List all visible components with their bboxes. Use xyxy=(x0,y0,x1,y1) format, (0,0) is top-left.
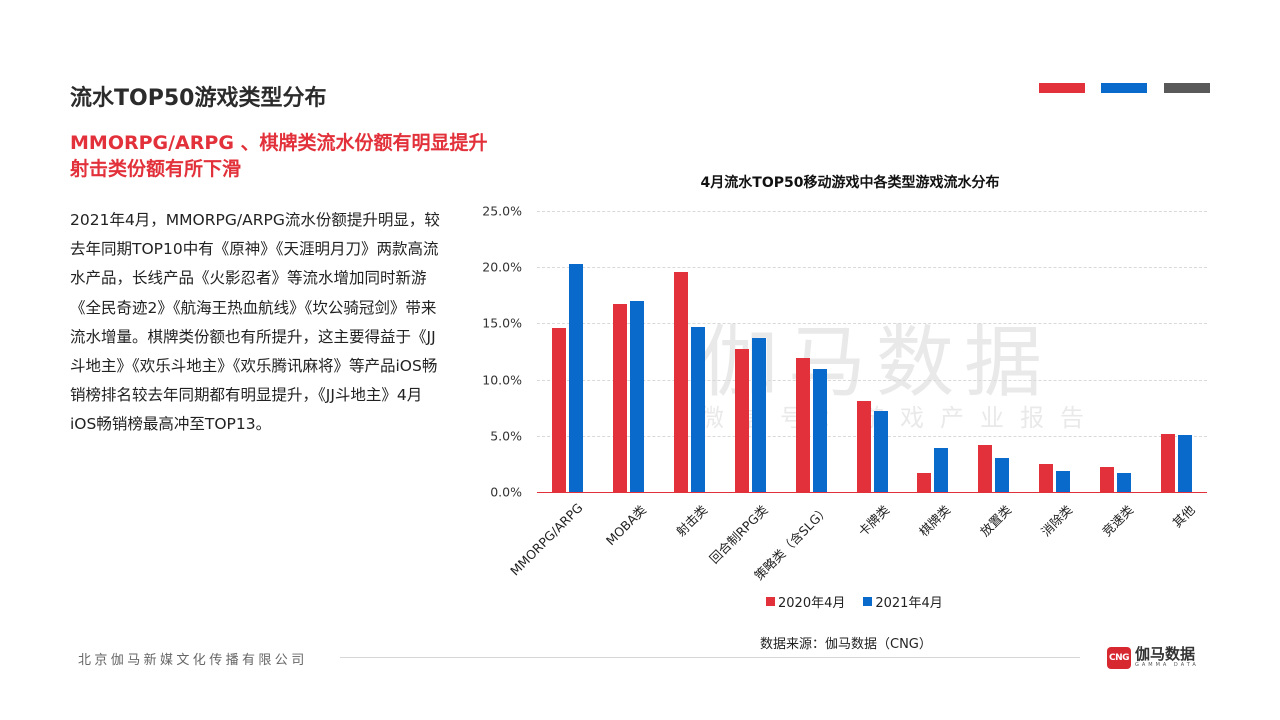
x-axis-category-label: 竞速类 xyxy=(1099,502,1137,540)
legend-swatch-blue-icon xyxy=(863,597,873,606)
x-axis-category-label: 卡牌类 xyxy=(855,502,893,540)
bar-2020 xyxy=(978,444,993,492)
gridline xyxy=(537,379,1207,381)
bar-2021 xyxy=(629,300,644,492)
bar-2020 xyxy=(856,400,871,492)
y-axis-tick-label: 0.0% xyxy=(490,484,522,500)
headline: MMORPG/ARPG 、棋牌类流水份额有明显提升 射击类份额有所下滑 xyxy=(70,130,488,182)
bar-2020 xyxy=(795,358,810,492)
x-axis-category-label: 消除类 xyxy=(1038,502,1076,540)
legend-swatch-red-icon xyxy=(766,597,775,606)
deco-bar-gray xyxy=(1164,83,1210,93)
footer-logo: CNG 伽马数据 GAMMA DATA xyxy=(1107,646,1199,669)
x-axis-category-label: MOBA类 xyxy=(602,502,650,549)
bar-2021 xyxy=(1178,434,1193,492)
bar-2021 xyxy=(1056,470,1071,492)
bar-2020 xyxy=(1039,463,1054,492)
x-axis-category-label: MMORPG/ARPG xyxy=(507,500,587,579)
legend-item-2020: 2020年4月 xyxy=(766,592,845,611)
y-axis-tick-label: 10.0% xyxy=(482,372,522,388)
y-axis-tick-label: 15.0% xyxy=(482,315,522,331)
bar-2021 xyxy=(812,369,827,492)
x-axis-category-label: 射击类 xyxy=(672,502,711,540)
bar-2020 xyxy=(1100,467,1115,492)
legend-label-2021: 2021年4月 xyxy=(875,596,943,611)
cng-logo-icon: CNG xyxy=(1107,646,1131,669)
bar-2020 xyxy=(551,327,566,492)
bar-2021 xyxy=(568,263,583,492)
bar-2020 xyxy=(917,472,932,492)
deco-bar-red xyxy=(1039,83,1085,93)
bar-chart-plot-area: 0.0% 5.0% 10.0% 15.0% 20.0% 25.0% xyxy=(482,204,1207,500)
y-axis-tick-label: 20.0% xyxy=(482,259,522,275)
headline-line-1: MMORPG/ARPG 、棋牌类流水份额有明显提升 xyxy=(70,132,488,154)
gridline xyxy=(537,267,1207,269)
bar-2020 xyxy=(673,271,688,492)
headline-line-2: 射击类份额有所下滑 xyxy=(70,158,242,180)
bar-2021 xyxy=(995,458,1010,492)
bar-2021 xyxy=(751,338,766,492)
footer-company-name: 北京伽马新媒文化传播有限公司 xyxy=(78,653,308,668)
legend-item-2021: 2021年4月 xyxy=(863,592,943,611)
bar-2020 xyxy=(612,304,627,492)
x-axis-category-label: 其他 xyxy=(1168,502,1198,531)
body-paragraph: 2021年4月，MMORPG/ARPG流水份额提升明显，较去年同期TOP10中有… xyxy=(70,211,440,434)
chart-title: 4月流水TOP50移动游戏中各类型游戏流水分布 xyxy=(700,175,1000,191)
y-axis-tick-label: 5.0% xyxy=(490,428,522,444)
gridline xyxy=(537,435,1207,437)
chart-legend: 2020年4月 2021年4月 xyxy=(766,592,943,611)
bar-2021 xyxy=(690,326,705,492)
bar-2021 xyxy=(1117,472,1132,492)
gridline xyxy=(537,323,1207,325)
legend-label-2020: 2020年4月 xyxy=(778,596,846,611)
bar-2021 xyxy=(873,411,888,492)
data-source-note: 数据来源：伽马数据（CNG） xyxy=(760,637,932,652)
x-axis-category-label: 棋牌类 xyxy=(916,502,954,540)
bar-2020 xyxy=(734,349,749,492)
page-title: 流水TOP50游戏类型分布 xyxy=(70,86,327,111)
footer-divider xyxy=(340,657,1080,658)
gridline xyxy=(537,211,1207,212)
bar-2021 xyxy=(934,448,949,492)
x-axis-line xyxy=(537,492,1207,493)
deco-bar-blue xyxy=(1101,83,1147,93)
bar-2020 xyxy=(1161,433,1176,492)
y-axis-tick-label: 25.0% xyxy=(482,203,522,219)
logo-chinese-name: 伽马数据 xyxy=(1135,645,1196,663)
x-axis-category-label: 放置类 xyxy=(977,502,1015,540)
logo-english-name: GAMMA DATA xyxy=(1135,662,1199,668)
